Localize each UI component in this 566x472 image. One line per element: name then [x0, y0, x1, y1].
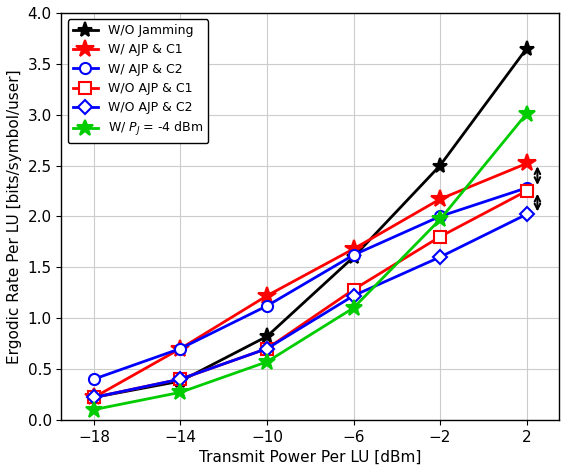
W/ AJP & C1: [523, 160, 530, 166]
W/ AJP & C1: [177, 346, 184, 352]
X-axis label: Transmit Power Per LU [dBm]: Transmit Power Per LU [dBm]: [199, 450, 422, 465]
W/ $P_J$ = -4 dBm: [523, 111, 530, 117]
W/ $P_J$ = -4 dBm: [350, 305, 357, 311]
W/O AJP & C2: [264, 346, 271, 352]
Y-axis label: Ergodic Rate Per LU [bits/symbol/user]: Ergodic Rate Per LU [bits/symbol/user]: [7, 69, 22, 363]
W/ AJP & C2: [437, 213, 444, 219]
W/O Jamming: [177, 378, 184, 384]
W/ AJP & C2: [350, 252, 357, 258]
Line: W/ AJP & C1: W/ AJP & C1: [85, 154, 535, 406]
W/ $P_J$ = -4 dBm: [264, 359, 271, 365]
W/O AJP & C2: [91, 395, 97, 400]
W/ AJP & C2: [91, 376, 97, 382]
W/O AJP & C2: [437, 254, 444, 260]
W/O AJP & C2: [523, 211, 530, 217]
W/O AJP & C1: [523, 188, 530, 194]
W/O Jamming: [264, 334, 271, 339]
W/O Jamming: [350, 254, 357, 260]
W/ $P_J$ = -4 dBm: [91, 407, 97, 413]
W/ AJP & C1: [437, 196, 444, 202]
W/O AJP & C2: [177, 376, 184, 382]
W/ $P_J$ = -4 dBm: [437, 217, 444, 222]
Line: W/ $P_J$ = -4 dBm: W/ $P_J$ = -4 dBm: [85, 105, 535, 418]
W/ AJP & C1: [350, 246, 357, 252]
W/ $P_J$ = -4 dBm: [177, 389, 184, 395]
W/O AJP & C1: [91, 395, 97, 400]
W/ AJP & C2: [177, 346, 184, 352]
W/ AJP & C1: [264, 293, 271, 298]
Line: W/O AJP & C1: W/O AJP & C1: [88, 185, 532, 403]
W/O AJP & C1: [264, 346, 271, 352]
Legend: W/O Jamming, W/ AJP & C1, W/ AJP & C2, W/O AJP & C1, W/O AJP & C2, W/ $P_J$ = -4: W/O Jamming, W/ AJP & C1, W/ AJP & C2, W…: [68, 19, 208, 143]
W/O AJP & C2: [350, 293, 357, 298]
W/ AJP & C2: [523, 185, 530, 191]
W/ AJP & C1: [91, 395, 97, 400]
Line: W/O AJP & C2: W/O AJP & C2: [89, 210, 531, 402]
W/O AJP & C1: [177, 376, 184, 382]
W/ AJP & C2: [264, 303, 271, 309]
W/O Jamming: [523, 46, 530, 51]
W/O AJP & C1: [350, 287, 357, 293]
W/O Jamming: [91, 395, 97, 400]
Line: W/ AJP & C2: W/ AJP & C2: [88, 182, 532, 385]
Line: W/O Jamming: W/O Jamming: [86, 41, 534, 405]
W/O Jamming: [437, 163, 444, 169]
W/O AJP & C1: [437, 234, 444, 239]
